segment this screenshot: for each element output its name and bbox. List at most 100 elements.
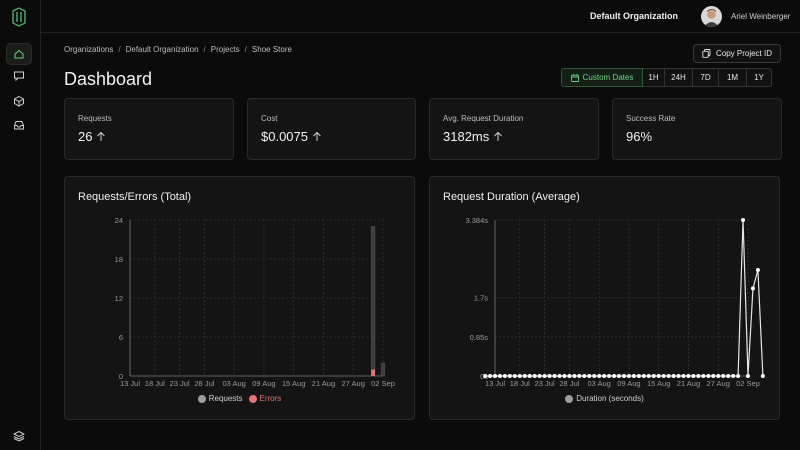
data-point — [750, 286, 755, 291]
arrow-up-icon — [494, 131, 503, 141]
page-title: Dashboard — [64, 69, 153, 89]
data-point — [721, 374, 726, 378]
x-tick-label: 03 Aug — [222, 379, 245, 388]
x-tick-label: 03 Aug — [587, 379, 610, 388]
bar-errors — [371, 369, 375, 376]
organization-switcher[interactable]: Default Organization — [589, 11, 678, 21]
range-7d-button[interactable]: 7D — [693, 68, 719, 87]
stat-value-text: 26 — [78, 129, 93, 144]
data-point — [587, 374, 592, 378]
requests-errors-chart: 0 6 12 18 24 13 Jul 18 Jul 23 Jul 28 Jul 03 Aug 09… — [115, 216, 395, 388]
legend-item-requests[interactable]: Requests — [197, 394, 243, 403]
stat-label: Cost — [261, 114, 278, 123]
data-point — [621, 374, 626, 378]
y-tick-label: 0.85s — [470, 333, 489, 342]
data-point — [636, 374, 641, 378]
y-tick-label: 1.7s — [474, 294, 488, 303]
data-point — [493, 374, 497, 378]
y-tick-label: 18 — [115, 255, 123, 264]
stat-value-text: $0.0075 — [261, 129, 308, 144]
stat-card-cost: Cost $0.0075 — [247, 98, 416, 160]
chat-icon — [14, 71, 24, 82]
breadcrumb-item-organization[interactable]: Default Organization — [125, 45, 199, 54]
legend-item-errors[interactable]: Errors — [248, 394, 282, 403]
y-tick-label: 24 — [115, 216, 123, 225]
range-24h-button[interactable]: 24H — [665, 68, 693, 87]
x-tick-label: 02 Sep — [371, 379, 395, 388]
x-tick-label: 21 Aug — [312, 379, 335, 388]
data-point — [651, 374, 656, 378]
chart-title: Request Duration (Average) — [443, 191, 580, 203]
data-point — [562, 374, 567, 378]
x-tick-label: 13 Jul — [120, 379, 140, 388]
data-point — [592, 374, 597, 378]
legend-item-duration[interactable]: Duration (seconds) — [565, 394, 644, 403]
stat-value: 3182ms — [443, 129, 503, 144]
x-tick-label: 28 Jul — [194, 379, 214, 388]
sidebar-item-cube[interactable] — [6, 90, 32, 112]
chart-legend: Duration (seconds) — [430, 394, 779, 403]
x-tick-label: 23 Jul — [170, 379, 190, 388]
breadcrumb-item-projects[interactable]: Projects — [210, 45, 240, 54]
data-point — [617, 374, 622, 378]
x-tick-label: 18 Jul — [145, 379, 165, 388]
custom-dates-button[interactable]: Custom Dates — [561, 68, 643, 87]
stat-value-text: 96% — [626, 129, 653, 144]
copy-project-id-button[interactable]: Copy Project ID — [693, 44, 781, 63]
bar-requests — [380, 362, 386, 377]
data-point — [557, 374, 562, 378]
sidebar-item-layers[interactable] — [6, 425, 32, 447]
requests-errors-chart-panel: Requests/Errors (Total) 0 6 12 18 24 13 Jul 18… — [64, 176, 415, 420]
stat-card-avg-duration: Avg. Request Duration 3182ms — [429, 98, 599, 160]
data-point — [582, 374, 587, 378]
home-icon — [14, 49, 24, 59]
user-name[interactable]: Ariel Weinberger — [731, 12, 791, 21]
data-point — [532, 374, 537, 378]
sidebar-item-inbox[interactable] — [6, 114, 32, 136]
data-point — [661, 374, 666, 378]
sidebar-item-home[interactable] — [6, 43, 32, 65]
data-point — [567, 374, 572, 378]
breadcrumb-item-project[interactable]: Shoe Store — [251, 45, 292, 54]
legend-label: Duration (seconds) — [576, 394, 644, 403]
breadcrumb-item-organizations[interactable]: Organizations — [64, 45, 114, 54]
date-range-selector: Custom Dates 1H 24H 7D 1M 1Y — [561, 68, 772, 87]
legend-label: Requests — [208, 394, 243, 403]
data-point — [552, 374, 557, 378]
series-line — [485, 219, 764, 377]
legend-label: Errors — [259, 394, 282, 403]
data-point — [760, 374, 765, 378]
data-point — [666, 374, 671, 378]
stat-label: Success Rate — [626, 114, 676, 123]
avatar[interactable] — [701, 6, 722, 27]
data-point — [696, 374, 701, 378]
breadcrumb: Organizations / Default Organization / P… — [64, 45, 292, 54]
stat-label: Requests — [78, 114, 112, 123]
data-point — [626, 374, 631, 378]
data-point — [731, 374, 736, 378]
x-tick-label: 09 Aug — [617, 379, 640, 388]
range-1m-button[interactable]: 1M — [719, 68, 747, 87]
data-point — [681, 374, 686, 378]
sidebar-item-chat[interactable] — [6, 65, 32, 87]
stat-card-requests: Requests 26 — [64, 98, 234, 160]
stat-value-text: 3182ms — [443, 129, 490, 144]
calendar-icon — [570, 73, 579, 82]
range-1h-button[interactable]: 1H — [643, 68, 665, 87]
data-point — [522, 374, 527, 378]
data-point — [517, 374, 522, 378]
data-point — [706, 374, 711, 378]
data-point — [612, 374, 617, 378]
legend-swatch — [248, 394, 257, 403]
x-tick-label: 28 Jul — [559, 379, 579, 388]
x-tick-label: 23 Jul — [535, 379, 555, 388]
stat-label: Avg. Request Duration — [443, 114, 524, 123]
data-point — [676, 374, 681, 378]
logo-icon[interactable] — [11, 7, 27, 27]
range-1y-button[interactable]: 1Y — [747, 68, 772, 87]
arrow-up-icon — [313, 131, 321, 141]
top-bar — [41, 0, 800, 33]
data-point — [512, 374, 517, 378]
chart-legend: Requests Errors — [65, 394, 414, 403]
